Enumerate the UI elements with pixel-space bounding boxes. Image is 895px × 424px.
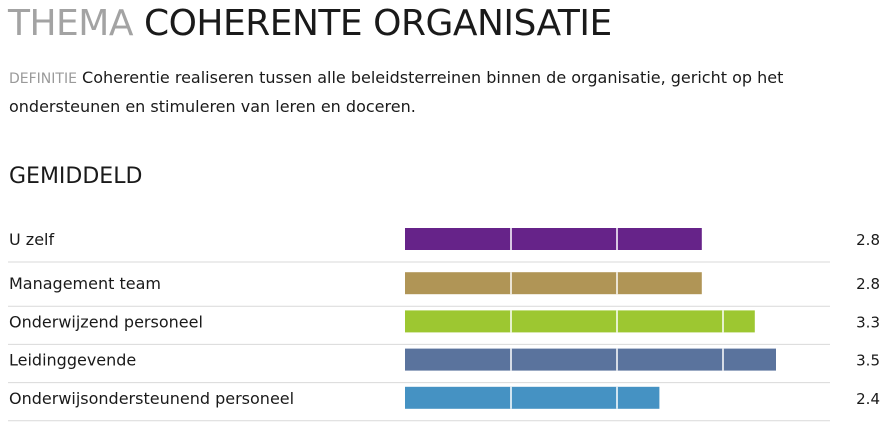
page-title: THEMA COHERENTE ORGANISATIE [8, 2, 612, 46]
row-label: U zelf [9, 230, 54, 249]
bar [405, 348, 776, 371]
row-label: Onderwijsondersteunend personeel [9, 389, 294, 408]
definition-label: DEFINITIE [9, 71, 77, 87]
definition: DEFINITIE Coherentie realiseren tussen a… [9, 64, 869, 120]
title-prefix: THEMA [8, 3, 134, 44]
value-label: 2.8 [856, 275, 880, 293]
value-label: 2.8 [856, 231, 880, 249]
bar [405, 228, 702, 250]
row-label: Leidinggevende [9, 351, 136, 370]
row-label: Management team [9, 274, 161, 293]
definition-text: Coherentie realiseren tussen alle beleid… [9, 68, 784, 116]
row-label: Onderwijzend personeel [9, 312, 203, 331]
value-label: 3.5 [856, 352, 880, 370]
bar [405, 272, 702, 295]
title-main: COHERENTE ORGANISATIE [143, 3, 612, 44]
bar [405, 386, 660, 409]
value-label: 2.4 [856, 390, 880, 408]
value-label: 3.3 [856, 313, 880, 331]
bar [405, 310, 755, 333]
section-title: GEMIDDELD [9, 164, 143, 189]
